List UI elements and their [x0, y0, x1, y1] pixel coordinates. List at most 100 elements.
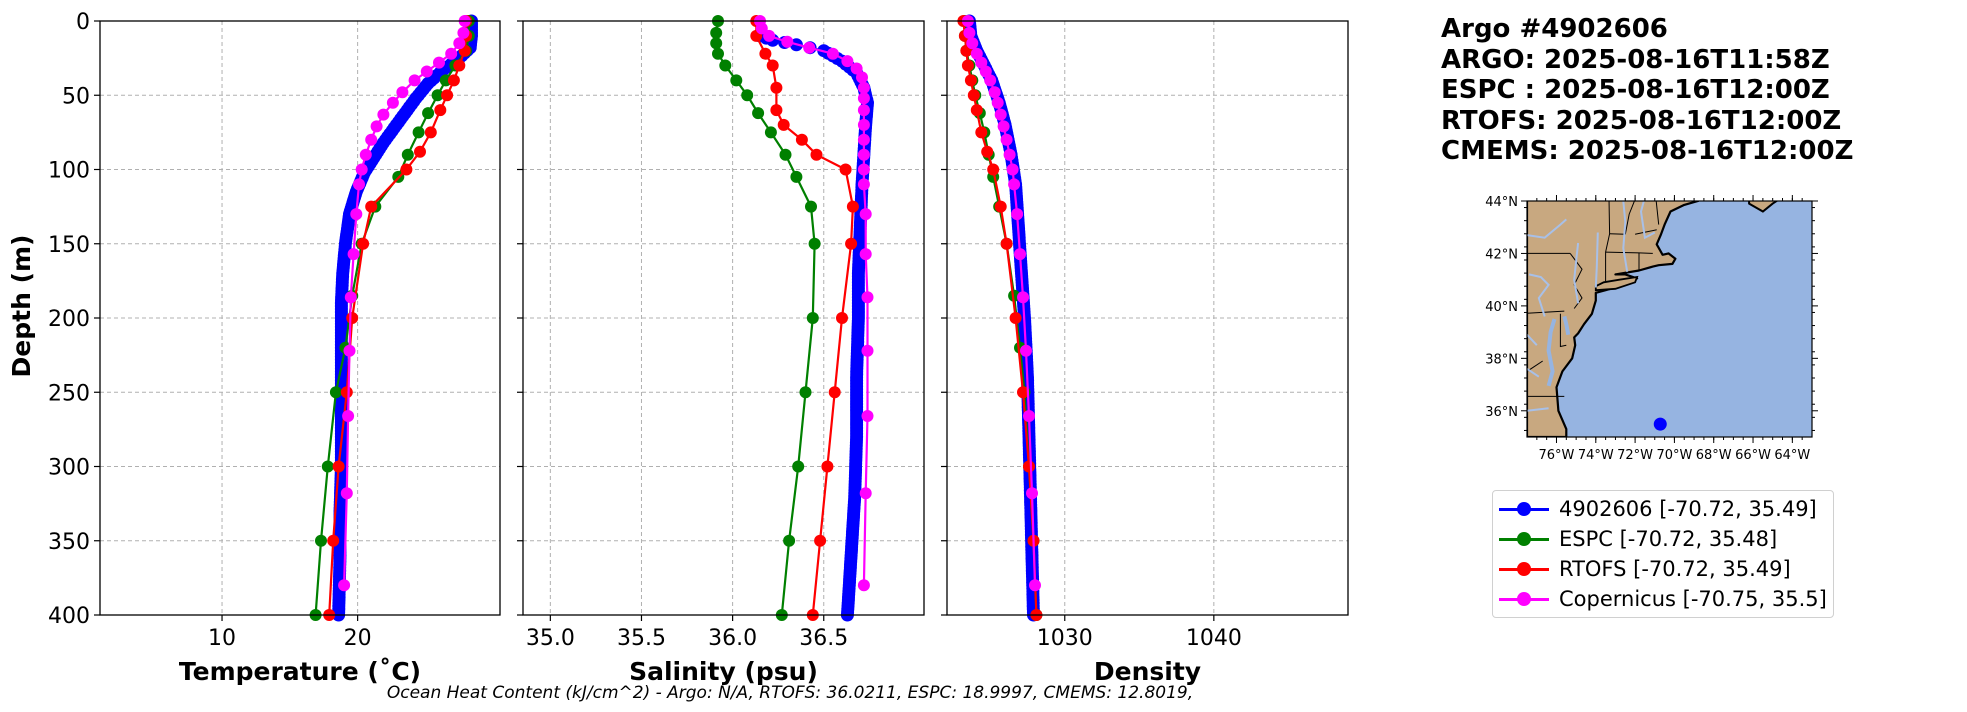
- copernicus-point: [1014, 248, 1026, 261]
- legend-item-rtofs: RTOFS [-70.72, 35.49]: [1499, 554, 1791, 584]
- copernicus-point: [445, 47, 458, 60]
- copernicus-series: [961, 15, 1041, 592]
- rtofs-point: [846, 200, 859, 213]
- copernicus-point: [1006, 163, 1019, 176]
- copernicus-point: [994, 108, 1007, 121]
- x-tick-label: 10: [208, 626, 236, 651]
- espc-point: [730, 74, 743, 87]
- espc-point: [719, 59, 732, 72]
- copernicus-point: [859, 487, 872, 500]
- lon-tick-label: 72°W: [1617, 448, 1653, 463]
- y-tick-label: 50: [62, 84, 90, 109]
- y-tick-label: 0: [76, 10, 90, 35]
- copernicus-point: [338, 579, 351, 592]
- espc-point: [783, 534, 796, 547]
- espc-point: [752, 107, 765, 120]
- river: [1527, 218, 1567, 239]
- legend-item-copernicus: Copernicus [-70.75, 35.5]: [1499, 584, 1827, 614]
- rtofs-point: [414, 145, 426, 158]
- copernicus-series: [754, 15, 874, 592]
- copernicus-point: [355, 163, 368, 176]
- copernicus-point: [453, 37, 466, 50]
- copernicus-point: [433, 56, 445, 69]
- copernicus-point: [857, 178, 870, 191]
- density-panel: 1030 1040 Density: [941, 14, 1349, 686]
- copernicus-point: [781, 35, 794, 48]
- espc-point: [412, 126, 425, 139]
- rtofs-point: [970, 104, 983, 117]
- copernicus-point: [342, 410, 355, 422]
- land-area: [1527, 201, 1700, 437]
- salinity-panel: 35.0 35.5 36.0 36.5 Salinity (psu): [517, 15, 925, 686]
- copernicus-point: [1029, 579, 1041, 592]
- legend-swatch-espc: [1499, 529, 1549, 549]
- rtofs-point: [1017, 386, 1029, 399]
- copernicus-point: [857, 163, 870, 176]
- copernicus-point: [347, 248, 360, 261]
- espc-point: [710, 37, 723, 50]
- copernicus-point: [370, 120, 383, 133]
- copernicus-point: [991, 96, 1004, 109]
- salinity-x-label: Salinity (psu): [629, 657, 818, 686]
- copernicus-point: [970, 47, 983, 60]
- rtofs-point: [981, 145, 994, 158]
- espc-point: [315, 534, 327, 547]
- x-tick-label: 35.5: [617, 626, 666, 651]
- copernicus-point: [859, 248, 872, 261]
- y-tick-label: 200: [48, 307, 90, 332]
- copernicus-point: [859, 208, 872, 221]
- lat-tick-label: 38°N: [1485, 352, 1518, 367]
- copernicus-series: [338, 15, 471, 592]
- rtofs-point: [1023, 460, 1035, 473]
- copernicus-point: [861, 410, 874, 422]
- y-axis-label: Depth (m): [7, 235, 36, 378]
- map-frame: [1526, 200, 1813, 438]
- state-border: [1624, 201, 1635, 235]
- legend-label-espc: ESPC [-70.72, 35.48]: [1559, 527, 1778, 551]
- legend-label-rtofs: RTOFS [-70.72, 35.49]: [1559, 557, 1791, 581]
- rtofs-point: [961, 59, 974, 72]
- legend-item-argo: 4902606 [-70.72, 35.49]: [1499, 494, 1817, 524]
- state-border: [1634, 229, 1657, 235]
- long-island: [1594, 275, 1639, 292]
- rtofs-point: [441, 89, 454, 102]
- state-border: [1609, 233, 1626, 235]
- rtofs-point: [1000, 237, 1013, 250]
- river: [1622, 201, 1629, 272]
- y-tick-label: 250: [48, 381, 90, 406]
- copernicus-point: [966, 37, 979, 50]
- river: [1528, 273, 1550, 317]
- rtofs-point: [836, 312, 848, 324]
- river: [1527, 407, 1549, 412]
- y-tick-label: 150: [48, 233, 90, 258]
- copernicus-point: [408, 74, 421, 87]
- y-tick-label: 300: [48, 456, 90, 481]
- y-tick-label: 100: [48, 159, 90, 184]
- copernicus-point: [344, 291, 357, 304]
- copernicus-point: [1000, 133, 1013, 146]
- espc-point: [401, 148, 414, 161]
- lon-tick-label: 74°W: [1578, 448, 1614, 463]
- copernicus-point: [861, 291, 874, 304]
- espc-point: [805, 200, 817, 213]
- copernicus-point: [763, 29, 776, 42]
- espc-point: [710, 26, 723, 39]
- location-map: 44°N 42°N 40°N 38°N 36°N 76°W 74°W 72°W 70°W 68°W…: [1485, 195, 1818, 463]
- copernicus-point: [359, 148, 372, 161]
- copernicus-point: [457, 26, 470, 39]
- copernicus-point: [841, 55, 854, 68]
- x-tick-label: 35.0: [526, 626, 575, 651]
- bay: [1562, 315, 1571, 336]
- copernicus-line: [343, 20, 466, 586]
- rtofs-point: [340, 386, 353, 399]
- espc-point: [792, 460, 805, 473]
- rtofs-point: [777, 118, 790, 131]
- copernicus-point: [343, 344, 356, 357]
- espc-series: [710, 15, 821, 621]
- ohc-footnote: Ocean Heat Content (kJ/cm^2) - Argo: N/A…: [387, 683, 1193, 703]
- rtofs-point: [447, 74, 460, 87]
- title-line-espc-time: ESPC : 2025-08-16T12:00Z: [1441, 75, 1830, 105]
- rtofs-point: [967, 89, 980, 102]
- river: [1639, 201, 1656, 240]
